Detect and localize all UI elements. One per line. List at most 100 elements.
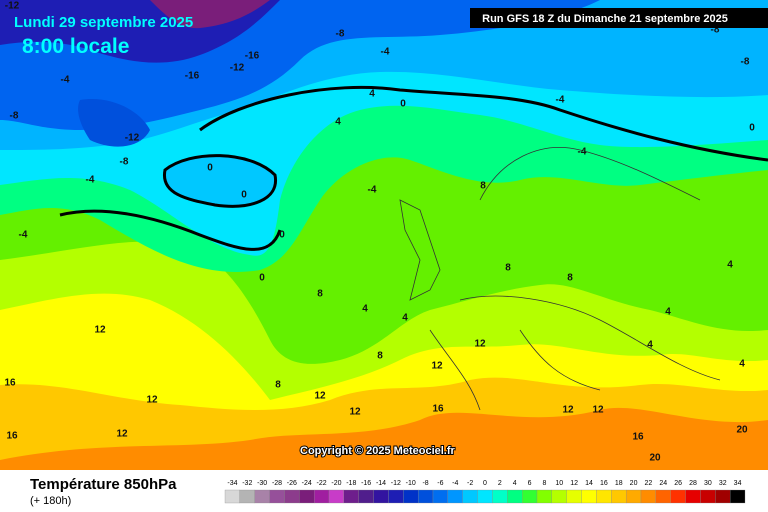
scale-swatch — [388, 489, 404, 504]
contour-label: 16 — [6, 431, 18, 442]
scale-swatch — [566, 489, 582, 504]
scale-label: -16 — [361, 480, 371, 487]
scale-swatch — [492, 489, 508, 504]
contour-label: 8 — [480, 181, 486, 192]
scale-swatch — [611, 489, 627, 504]
scale-swatch — [254, 489, 270, 504]
contour-label: 0 — [241, 190, 247, 201]
scale-swatch — [625, 489, 642, 504]
scale-label: 14 — [585, 480, 593, 487]
contour-label: 12 — [314, 391, 326, 402]
scale-label: 32 — [719, 480, 727, 487]
map-field — [0, 0, 768, 470]
contour-label: -12 — [125, 133, 140, 144]
scale-label: -10 — [406, 480, 416, 487]
contour-label: 0 — [279, 230, 285, 241]
run-text: Run GFS 18 Z du Dimanche 21 septembre 20… — [482, 13, 728, 25]
scale-swatch — [551, 489, 567, 504]
scale-swatch — [373, 489, 389, 504]
contour-label: 0 — [400, 99, 406, 110]
scale-swatch — [581, 489, 597, 504]
scale-label: -4 — [452, 480, 458, 487]
scale-label: 20 — [630, 480, 638, 487]
contour-label: 0 — [749, 123, 755, 134]
scale-label: -8 — [422, 480, 428, 487]
copyright: Copyright © 2025 Meteociel.fr — [300, 445, 456, 457]
contour-label: -8 — [120, 157, 129, 168]
scale-swatch — [700, 489, 716, 504]
scale-label: -28 — [272, 480, 282, 487]
footer-title: Température 850hPa — [30, 476, 177, 493]
coastline — [399, 199, 441, 301]
contour-label: 12 — [146, 395, 158, 406]
contour-label: 12 — [349, 407, 361, 418]
scale-label: -6 — [437, 480, 443, 487]
contour-label: 12 — [94, 325, 106, 336]
greenland-cold — [78, 99, 150, 147]
scale-label: 2 — [498, 480, 502, 487]
scale-label: 12 — [570, 480, 578, 487]
zero-isotherm-west — [59, 209, 282, 251]
contour-label: -4 — [368, 185, 377, 196]
scale-label: -22 — [317, 480, 327, 487]
contour-label: -4 — [86, 175, 95, 186]
contour-label: -4 — [556, 95, 565, 106]
scale-swatch — [729, 489, 746, 504]
scale-swatch — [343, 489, 359, 504]
contour-label: -8 — [711, 25, 720, 36]
scale-label: -24 — [302, 480, 312, 487]
scale-label: 22 — [645, 480, 653, 487]
contour-label: 4 — [647, 340, 653, 351]
scale-swatch — [640, 489, 657, 504]
contour-label: -4 — [381, 47, 390, 58]
contour-label: -16 — [185, 71, 200, 82]
scale-swatch — [224, 489, 241, 504]
contour-label: 8 — [317, 289, 323, 300]
scale-swatch — [269, 489, 285, 504]
scale-label: -20 — [331, 480, 341, 487]
scale-swatch — [462, 489, 478, 504]
coastline — [429, 147, 721, 411]
contour-label: -12 — [5, 1, 20, 12]
contour-label: -16 — [245, 51, 260, 62]
zero-isotherm-loop — [163, 154, 277, 208]
scale-swatch — [715, 489, 731, 504]
contour-label: 4 — [739, 359, 745, 370]
field-minus20 — [150, 0, 270, 29]
contour-label: -8 — [741, 57, 750, 68]
scale-label: -18 — [346, 480, 356, 487]
scale-swatch — [328, 489, 345, 504]
contour-label: 4 — [665, 307, 671, 318]
scale-swatch — [596, 489, 612, 504]
run-box — [470, 8, 768, 28]
scale-swatch — [507, 489, 523, 504]
color-scale: -34 -32 -30 -28 -26 -24 -22 -20 -18 -16 -14 -12 -10-… — [224, 480, 746, 504]
scale-label: 6 — [528, 480, 532, 487]
scale-label: 26 — [674, 480, 682, 487]
scale-swatch — [447, 489, 463, 504]
scale-label: -14 — [376, 480, 386, 487]
contour-label: 4 — [335, 117, 341, 128]
contour-label: 16 — [632, 432, 644, 443]
contour-label: 0 — [259, 273, 265, 284]
contour-label: 0 — [207, 163, 213, 174]
contour-label: 12 — [592, 405, 604, 416]
contour-labels: -12-8-16-12-16-4-4-8-12-8-4000004-44-4-4… — [4, 1, 755, 464]
scale-label: -34 — [227, 480, 237, 487]
contour-label: 8 — [377, 351, 383, 362]
scale-swatch — [358, 489, 374, 504]
scale-swatch — [313, 489, 330, 504]
date-text: Lundi 29 septembre 2025 — [14, 14, 193, 31]
scale-label: 18 — [615, 480, 623, 487]
scale-swatch — [403, 489, 419, 504]
scale-label: 16 — [600, 480, 608, 487]
scale-label: 10 — [555, 480, 563, 487]
contour-label: 12 — [562, 405, 574, 416]
contour-label: -4 — [19, 230, 28, 241]
scale-label: 4 — [513, 480, 517, 487]
contour-label: 12 — [116, 429, 128, 440]
scale-swatch — [655, 489, 671, 504]
scale-swatch — [670, 489, 686, 504]
scale-label: -12 — [391, 480, 401, 487]
